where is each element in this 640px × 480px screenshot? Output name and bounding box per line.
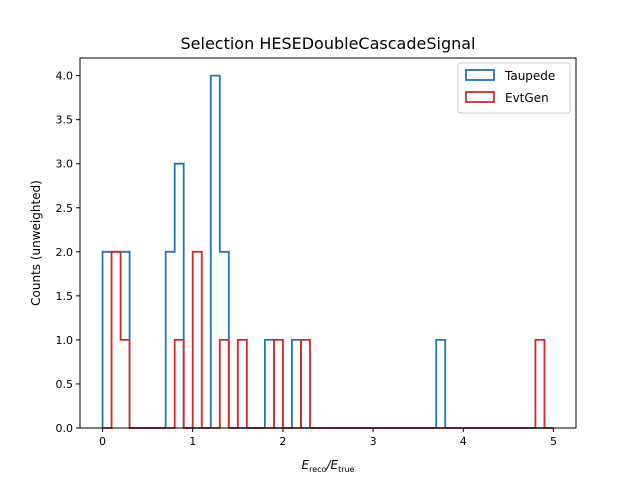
y-tick-label: 2.0 xyxy=(56,246,74,259)
y-tick-label: 2.5 xyxy=(56,202,74,215)
y-tick-label: 1.5 xyxy=(56,290,74,303)
series-taupede-step xyxy=(101,74,554,429)
x-label-slash: /E xyxy=(325,458,338,472)
x-tick-label: 3 xyxy=(370,435,377,448)
y-tick-label: 3.0 xyxy=(56,158,74,171)
y-axis: 0.0 0.5 1.0 1.5 2.0 2.5 3.0 3.5 4.0 xyxy=(56,70,80,435)
x-axis: 0 1 2 3 4 5 xyxy=(99,428,557,448)
legend-label-taupede: Taupede xyxy=(504,69,555,83)
y-tick-label: 0.0 xyxy=(56,422,74,435)
legend-swatch-taupede xyxy=(465,69,495,81)
x-tick-label: 1 xyxy=(189,435,196,448)
series-evtgen-step xyxy=(102,250,554,429)
x-tick-label: 4 xyxy=(460,435,467,448)
y-tick-label: 4.0 xyxy=(56,70,74,83)
x-tick-label: 5 xyxy=(550,435,557,448)
x-label-sub2: true xyxy=(338,465,354,474)
x-tick-label: 2 xyxy=(279,435,286,448)
y-tick-label: 0.5 xyxy=(56,378,74,391)
chart-title: Selection HESEDoubleCascadeSignal xyxy=(181,34,476,53)
x-label-main: E xyxy=(302,458,310,472)
legend-swatch-evtgen xyxy=(465,91,495,103)
y-tick-label: 3.5 xyxy=(56,114,74,127)
legend: Taupede EvtGen xyxy=(457,62,571,114)
y-tick-label: 1.0 xyxy=(56,334,74,347)
x-axis-label: Ereco/Etrue xyxy=(302,458,355,474)
series-layer xyxy=(101,74,554,429)
x-tick-label: 0 xyxy=(99,435,106,448)
y-axis-label: Counts (unweighted) xyxy=(29,180,43,306)
legend-label-evtgen: EvtGen xyxy=(505,91,549,105)
x-label-sub1: reco xyxy=(309,465,326,474)
legend-box xyxy=(457,62,571,114)
plot-frame xyxy=(79,57,577,429)
